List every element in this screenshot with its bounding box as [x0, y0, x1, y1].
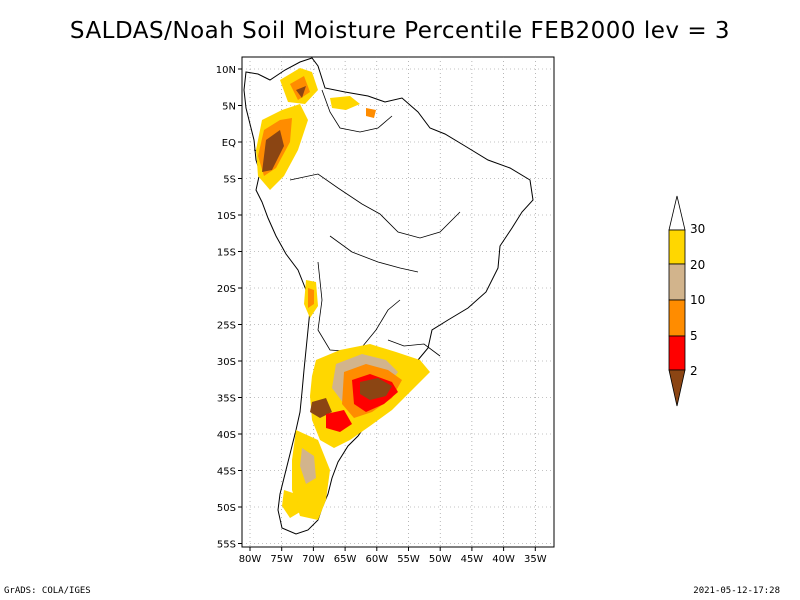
- map-title: SALDAS/Noah Soil Moisture Percentile FEB…: [69, 18, 731, 44]
- lat-tick-label: EQ: [222, 138, 236, 149]
- legend-swatch-2-5: [668, 335, 686, 371]
- map-frame: [241, 56, 555, 548]
- lat-tick-label: 45S: [217, 467, 236, 478]
- legend-colorbar: [668, 195, 686, 407]
- legend-swatch-below-2: [668, 369, 686, 407]
- lat-tick-label: 20S: [217, 284, 236, 295]
- legend-swatch-10-20: [668, 263, 686, 301]
- lat-tick-label: 40S: [217, 430, 236, 441]
- lat-tick-label: 10S: [217, 211, 236, 222]
- lon-tick-label: 80W: [239, 554, 262, 565]
- legend-label-10: 10: [690, 293, 706, 307]
- lat-tick-label: 55S: [217, 540, 236, 551]
- legend-swatch-above-30: [668, 195, 686, 231]
- legend-label-20: 20: [690, 258, 706, 272]
- lon-tick-label: 60W: [365, 554, 388, 565]
- lat-tick-label: 35S: [217, 394, 236, 405]
- percentile-shading: [256, 68, 430, 520]
- lat-tick-label: 50S: [217, 503, 236, 514]
- lat-tick-label: 30S: [217, 357, 236, 368]
- legend-swatch-20-30: [668, 229, 686, 265]
- lat-tick-label: 5S: [223, 175, 236, 186]
- legend-label-30: 30: [690, 222, 706, 236]
- legend-label-2: 2: [690, 364, 698, 378]
- lon-tick-label: 50W: [429, 554, 452, 565]
- legend-swatch-5-10: [668, 299, 686, 337]
- footer-credit: GrADS: COLA/IGES: [4, 586, 91, 596]
- lon-tick-label: 65W: [334, 554, 357, 565]
- lon-tick-label: 75W: [270, 554, 293, 565]
- legend-label-5: 5: [690, 329, 698, 343]
- lon-tick-label: 55W: [397, 554, 420, 565]
- lon-tick-label: 45W: [461, 554, 484, 565]
- lat-tick-label: 5N: [222, 102, 236, 113]
- lon-tick-label: 40W: [492, 554, 515, 565]
- axis-ticks: [238, 68, 536, 551]
- lat-tick-label: 10N: [216, 65, 236, 76]
- lon-tick-label: 70W: [302, 554, 325, 565]
- lat-tick-label: 15S: [217, 248, 236, 259]
- south-america-outline: [243, 57, 534, 535]
- lon-tick-label: 35W: [524, 554, 547, 565]
- footer-timestamp: 2021-05-12-17:28: [693, 586, 780, 596]
- lat-tick-label: 25S: [217, 321, 236, 332]
